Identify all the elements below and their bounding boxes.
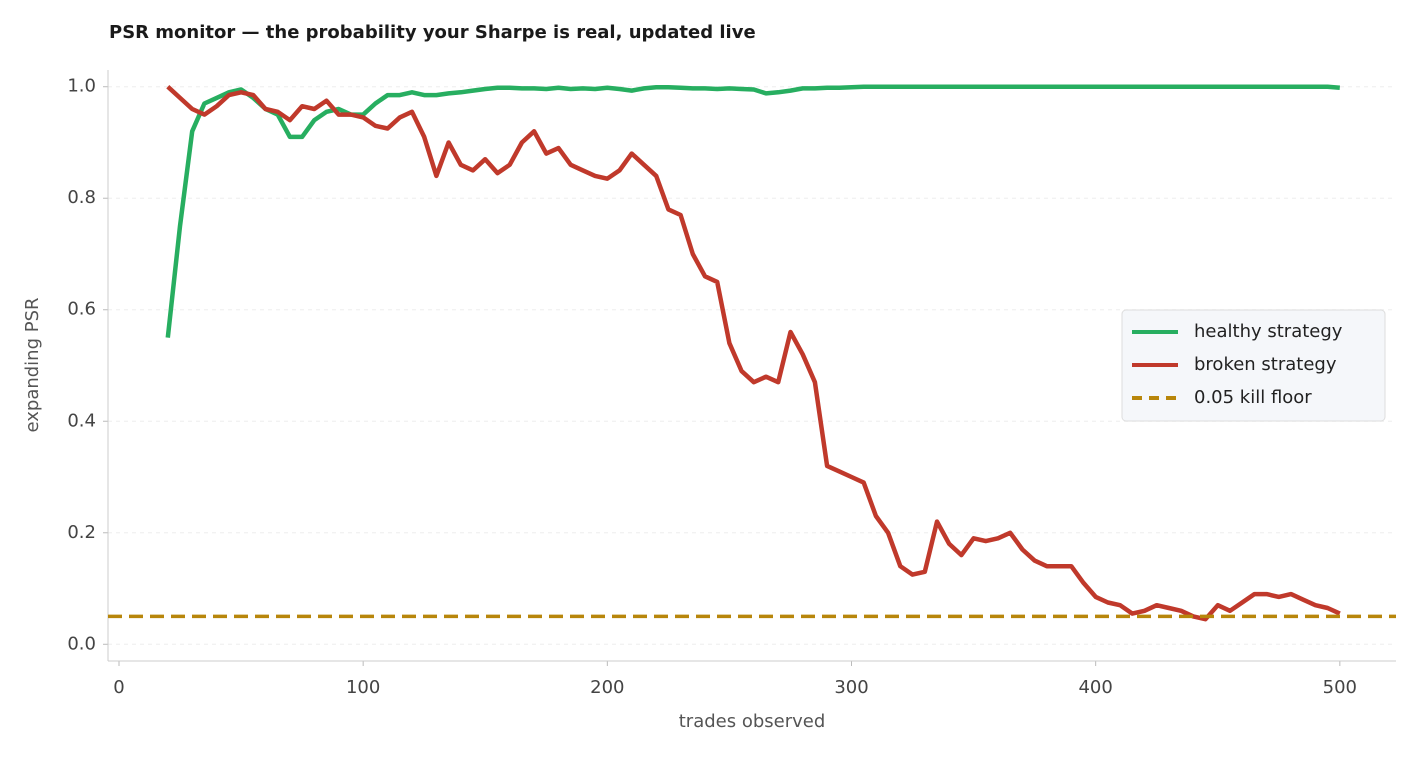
x-tick-label: 200: [590, 677, 624, 698]
x-tick-label: 0: [113, 677, 124, 698]
y-tick-label: 0.8: [67, 187, 96, 208]
series-line: [165, 84, 1341, 338]
legend-label: 0.05 kill floor: [1194, 387, 1312, 408]
x-axis-label: trades observed: [679, 711, 826, 732]
legend: healthy strategy broken strategy 0.05 kill…: [1121, 309, 1386, 422]
y-tick-label: 0.2: [67, 522, 96, 543]
legend-box: [1121, 309, 1386, 422]
x-tick-label: 300: [834, 677, 868, 698]
legend-label: healthy strategy: [1194, 321, 1343, 342]
y-tick-label: 0.6: [67, 299, 96, 320]
x-tick-label: 100: [346, 677, 380, 698]
series-line: [166, 85, 1341, 622]
x-tick-label: 400: [1078, 677, 1112, 698]
legend-label: broken strategy: [1194, 354, 1337, 375]
y-axis-label: expanding PSR: [22, 297, 43, 432]
x-tick-label: 500: [1323, 677, 1357, 698]
y-tick-label: 0.0: [67, 633, 96, 654]
y-tick-label: 1.0: [67, 76, 96, 97]
y-tick-label: 0.4: [67, 410, 96, 431]
chart-title: PSR monitor — the probability your Sharp…: [109, 22, 756, 43]
